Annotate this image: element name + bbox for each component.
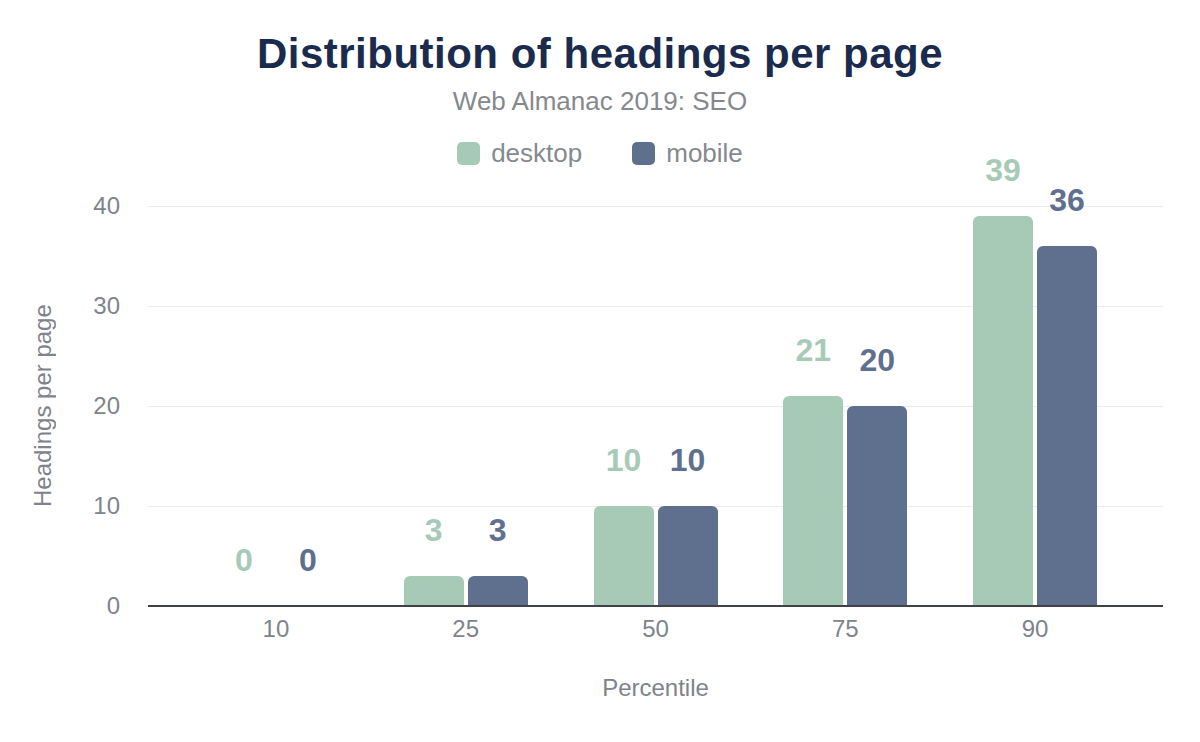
y-tick-label-30: 30 [68,294,120,318]
x-axis-line [148,605,1163,608]
legend-item-desktop[interactable]: desktop [457,138,582,169]
y-tick-label-10: 10 [68,494,120,518]
legend-item-mobile[interactable]: mobile [632,138,743,169]
y-tick-label-20: 20 [68,394,120,418]
chart-subtitle: Web Almanac 2019: SEO [0,86,1200,117]
bar-label-mobile-p50: 10 [628,444,748,476]
legend-label-desktop: desktop [491,138,582,169]
y-axis-title: Headings per page [28,206,58,606]
bar-desktop-p25[interactable] [404,576,464,606]
legend-swatch-mobile [632,142,655,165]
chart-canvas: Distribution of headings per page Web Al… [0,0,1200,742]
bar-mobile-p25[interactable] [468,576,528,606]
x-axis-ticks: 1025507590 [148,615,1163,643]
x-tick-label-75: 75 [750,615,940,643]
legend-swatch-desktop [457,142,480,165]
bar-label-mobile-p10: 0 [248,544,368,576]
x-tick-label-50: 50 [561,615,751,643]
y-tick-label-0: 0 [68,594,120,618]
chart-title: Distribution of headings per page [0,30,1200,78]
bar-label-mobile-p25: 3 [438,514,558,546]
bar-desktop-p75[interactable] [783,396,843,606]
bar-desktop-p50[interactable] [594,506,654,606]
plot-area: 0102030400033101021203936 [148,206,1163,606]
bar-mobile-p75[interactable] [847,406,907,606]
x-tick-label-90: 90 [940,615,1130,643]
x-tick-label-25: 25 [371,615,561,643]
x-axis-title: Percentile [148,674,1163,702]
bar-desktop-p90[interactable] [973,216,1033,606]
bar-label-mobile-p90: 36 [1007,184,1127,216]
bar-mobile-p50[interactable] [658,506,718,606]
y-tick-label-40: 40 [68,194,120,218]
bar-label-mobile-p75: 20 [817,344,937,376]
x-tick-label-10: 10 [181,615,371,643]
legend-label-mobile: mobile [666,138,743,169]
bar-mobile-p90[interactable] [1037,246,1097,606]
bar-label-desktop-p90: 39 [943,154,1063,186]
